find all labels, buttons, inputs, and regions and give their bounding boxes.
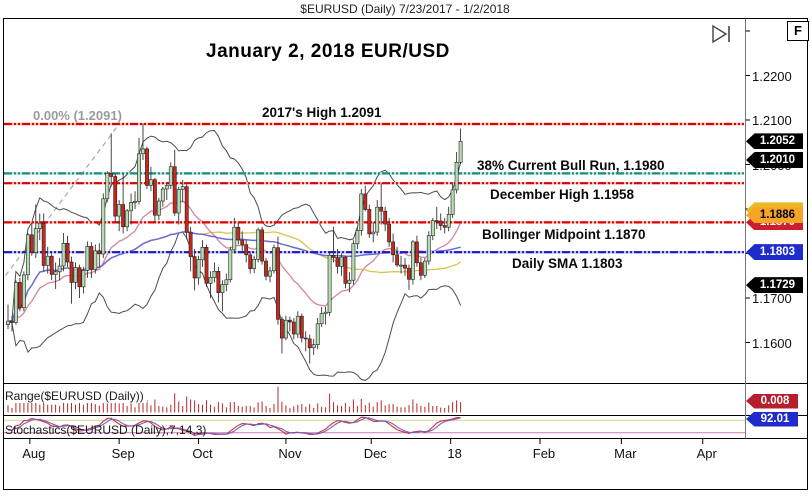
x-axis-label-18: 18: [447, 446, 462, 461]
price-tag-1.1803: 1.1803: [746, 244, 803, 261]
price-tag-1.2010: 1.2010: [746, 152, 803, 169]
x-axis-label-apr: Apr: [696, 446, 717, 461]
x-axis-label-oct: Oct: [192, 446, 213, 461]
annotation-label-bull-38: 38% Current Bull Run, 1.1980: [477, 158, 665, 173]
skip-to-end-icon[interactable]: [710, 23, 736, 50]
x-axis-label-dec: Dec: [363, 446, 387, 461]
y-axis-label: 1.2100: [752, 113, 792, 128]
x-axis-label-feb: Feb: [532, 446, 556, 461]
y-axis-label: 1.1600: [752, 335, 792, 351]
x-axis-label-sep: Sep: [111, 446, 135, 461]
x-axis-label-nov: Nov: [278, 446, 302, 461]
indicator-value-tag-0.008: 0.008: [746, 393, 798, 409]
y-axis-label: 1.1700: [752, 291, 792, 306]
annotation-label-daily-sma: Daily SMA 1.1803: [512, 256, 623, 271]
annotation-label-boll-mid: Bollinger Midpoint 1.1870: [482, 227, 646, 242]
stochastics-indicator-label: Stochastics($EURUSD (Daily),7,14,3): [5, 423, 207, 437]
range-indicator-label: Range($EURUSD (Daily)): [5, 389, 147, 403]
annotation-label-dec-high: December High 1.1958: [490, 187, 635, 202]
price-tag-1.2052: 1.2052: [746, 133, 803, 150]
price-tag-1.1886: 1.1886: [746, 207, 803, 224]
y-axis-label: 1.2200: [752, 68, 792, 84]
x-axis-label-aug: Aug: [22, 446, 46, 461]
page-title: January 2, 2018 EUR/USD: [206, 41, 450, 62]
fib-zero-label: 0.00% (1.2091): [33, 108, 122, 123]
x-axis-label-mar: Mar: [614, 446, 637, 461]
indicator-value-tag-92.01: 92.01: [746, 411, 798, 427]
f-button[interactable]: F: [787, 21, 809, 41]
window-title: $EURUSD (Daily) 7/23/2017 - 1/2/2018: [300, 2, 510, 16]
price-tag-1.1729: 1.1729: [746, 277, 803, 294]
annotation-label-high-2017: 2017's High 1.2091: [262, 105, 382, 120]
